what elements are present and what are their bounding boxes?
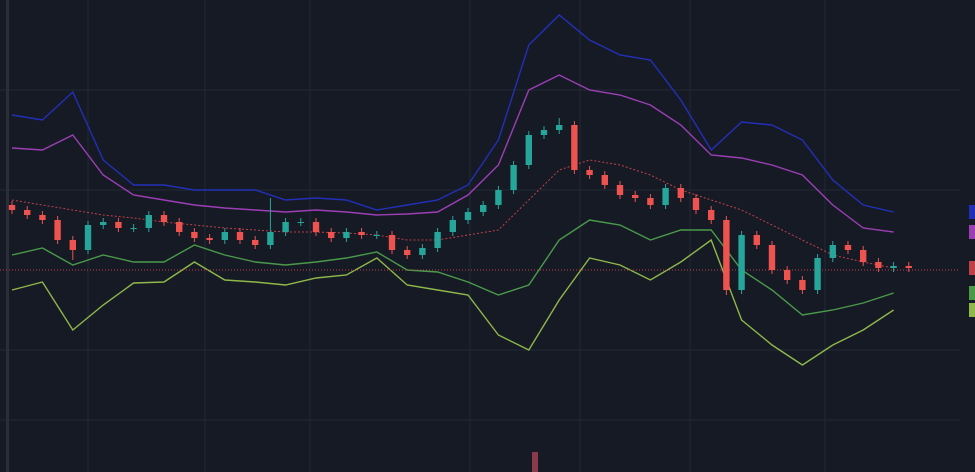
band-line	[11, 159, 894, 269]
candle-body	[206, 238, 213, 240]
band-line	[11, 238, 894, 366]
candle-body	[571, 125, 578, 170]
candle-body	[814, 258, 821, 290]
candle-body	[875, 262, 882, 268]
candle-body	[221, 232, 228, 240]
candle-body	[905, 266, 912, 268]
candle-body	[738, 235, 745, 290]
candle-body	[510, 165, 517, 190]
candle-body	[449, 220, 456, 232]
candle-body	[267, 232, 274, 245]
candle-body	[404, 250, 411, 255]
candle-body	[799, 280, 806, 290]
candle-body	[328, 232, 335, 238]
candle-body	[54, 220, 61, 240]
candle-body	[130, 228, 137, 229]
band-line	[11, 14, 894, 213]
candle-body	[768, 245, 776, 270]
candle-body	[160, 215, 168, 222]
candle-body	[480, 205, 487, 212]
candle-body	[829, 245, 836, 258]
last-value-marker	[969, 286, 975, 300]
candle-body	[631, 195, 639, 198]
candle-body	[859, 250, 867, 262]
candle-body	[236, 232, 244, 240]
last-value-marker	[969, 303, 975, 317]
candle-body	[723, 220, 730, 290]
candle-body	[115, 222, 122, 228]
candle-body	[647, 198, 654, 205]
candle-body	[616, 185, 624, 195]
last-value-marker	[969, 205, 975, 219]
candle-body	[783, 270, 791, 280]
candle-body	[100, 222, 107, 225]
candle-body	[69, 240, 76, 250]
candle-body	[434, 232, 441, 248]
candle-body	[495, 190, 502, 205]
candle-body	[707, 210, 715, 220]
last-value-marker	[969, 225, 975, 239]
candle-body	[844, 245, 852, 250]
candle-body	[540, 130, 548, 135]
candle-body	[373, 235, 380, 236]
candle-body	[419, 248, 426, 255]
candle-body	[890, 266, 897, 268]
last-value-marker	[969, 261, 975, 275]
candle-body	[358, 232, 365, 235]
band-line	[11, 74, 894, 233]
candle-body	[24, 210, 31, 215]
candle-body	[176, 222, 183, 232]
candle-body	[555, 125, 563, 130]
candle-body	[692, 198, 700, 210]
candle-body	[39, 215, 46, 220]
candle-body	[586, 170, 593, 175]
candle-body	[8, 205, 16, 210]
candle-body	[601, 175, 608, 185]
candle-body	[252, 240, 259, 245]
candle-body	[145, 215, 152, 228]
candle-body	[84, 225, 92, 250]
candle-body	[282, 222, 289, 232]
volume-bar	[532, 452, 538, 472]
candle-body	[662, 188, 669, 205]
candle-body	[677, 188, 684, 198]
left-edge	[6, 0, 9, 472]
candle-body	[753, 235, 760, 245]
candle-body	[525, 135, 532, 165]
candle-body	[297, 222, 304, 223]
band-line	[11, 219, 894, 316]
candle-body	[191, 232, 198, 238]
candle-body	[343, 232, 350, 238]
candle-body	[464, 212, 472, 220]
candle-body	[312, 222, 320, 232]
candle-body	[388, 235, 396, 250]
